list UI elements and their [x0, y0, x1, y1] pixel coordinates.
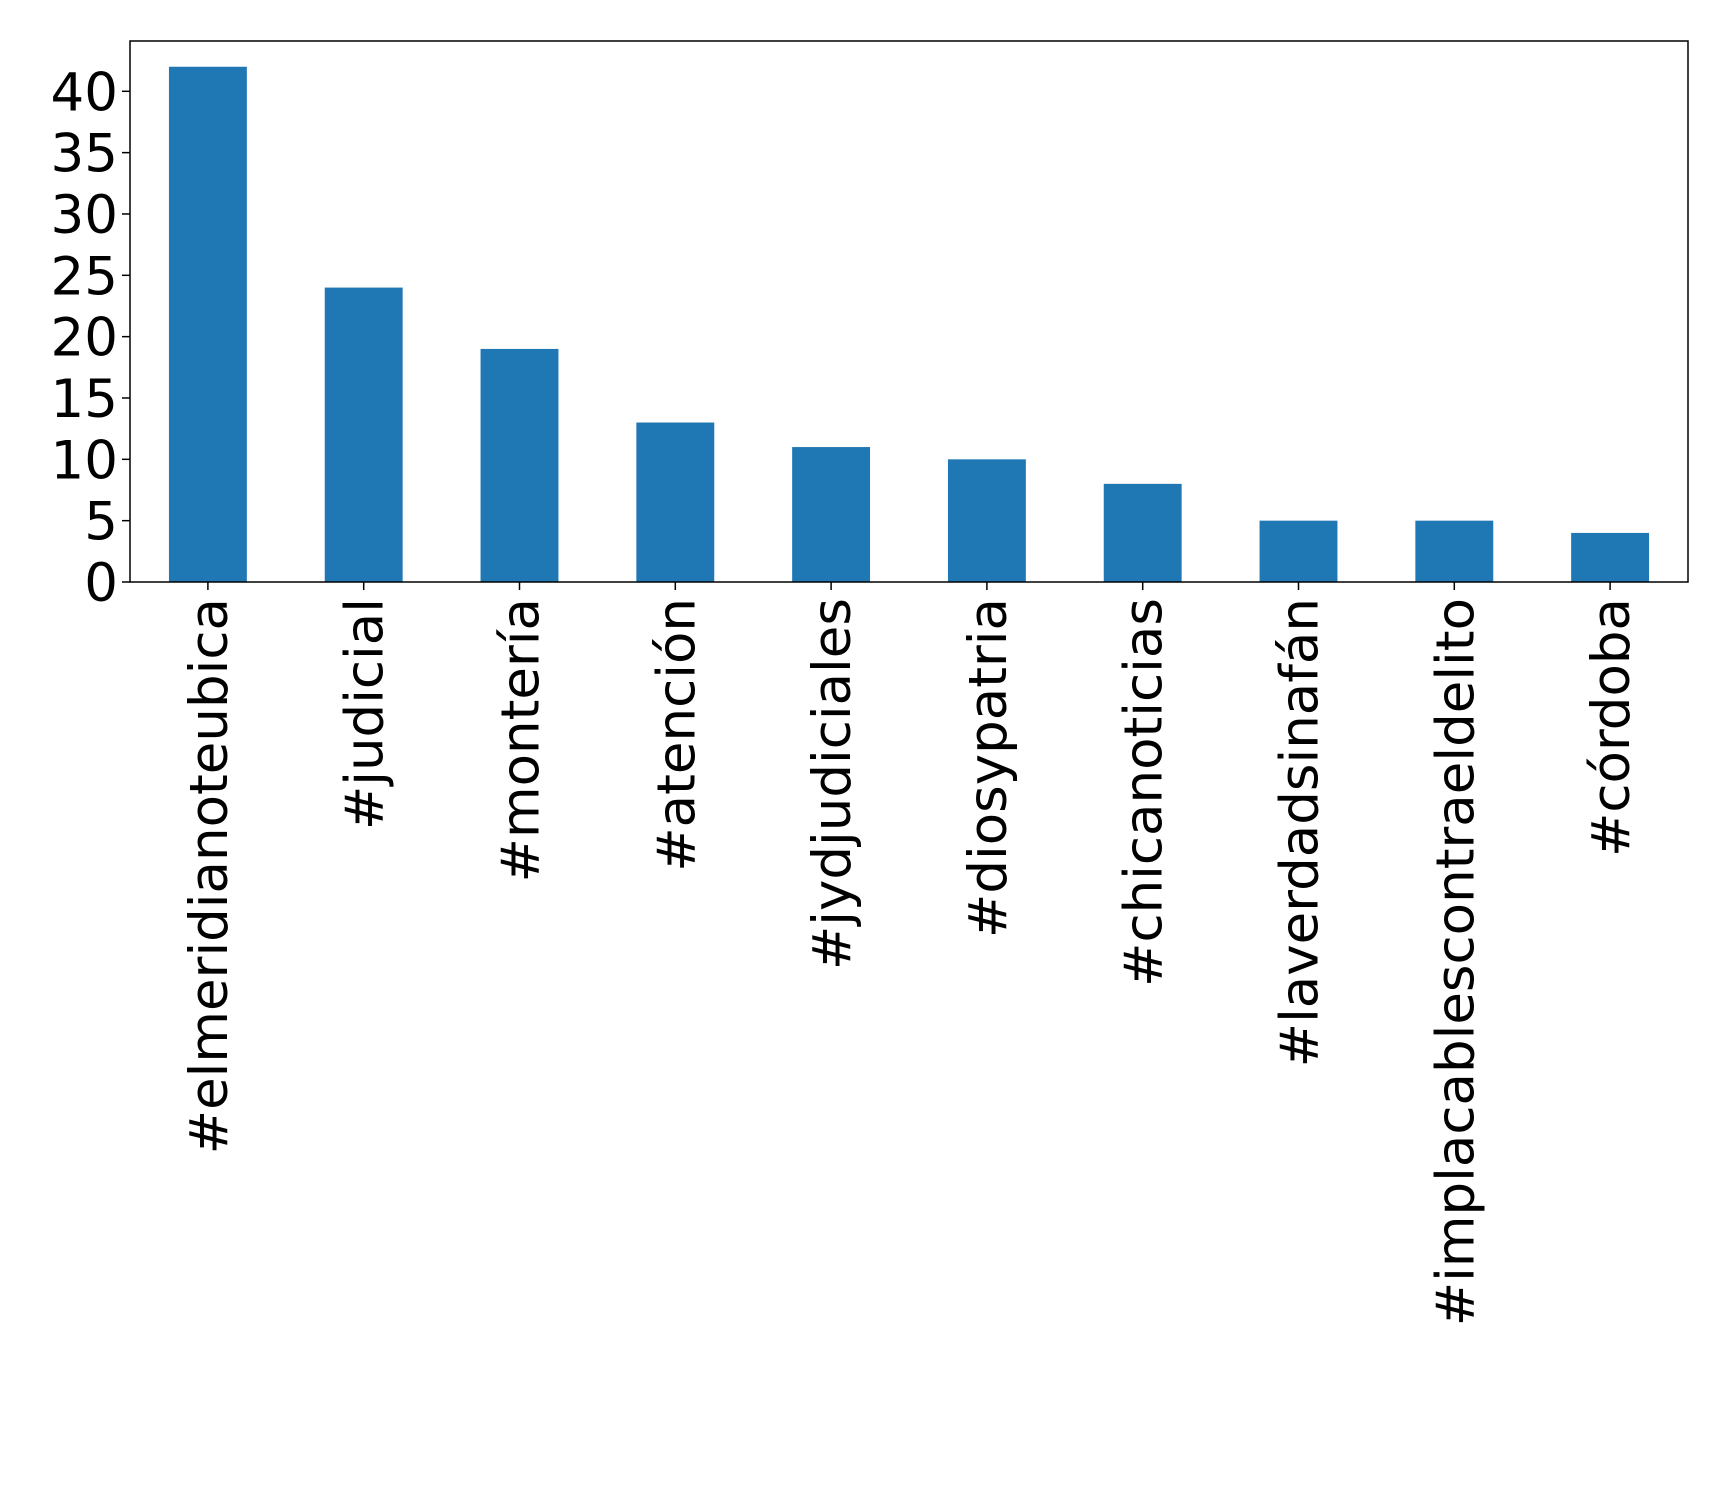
y-tick-label: 40 — [51, 62, 118, 123]
y-tick-label: 5 — [84, 492, 118, 553]
x-tick-label: #montería — [491, 598, 552, 882]
x-tick-label: #córdoba — [1581, 598, 1642, 857]
x-tick-label: #jydjudiciales — [802, 598, 863, 970]
y-tick-label: 35 — [51, 124, 118, 185]
y-tick-label: 25 — [51, 246, 118, 307]
bar — [1259, 520, 1338, 582]
bar — [636, 422, 715, 582]
bar — [168, 66, 247, 582]
bar — [792, 447, 871, 582]
x-tick-label: #elmeridianoteubica — [179, 598, 240, 1154]
y-tick-label: 20 — [51, 308, 118, 369]
x-tick-label: #atención — [646, 598, 707, 872]
x-tick-label: #implacablescontraeldelito — [1425, 598, 1486, 1326]
y-tick-label: 10 — [51, 430, 118, 491]
x-tick-label: #judicial — [335, 598, 396, 830]
bar — [324, 287, 403, 582]
plot-frame — [129, 40, 1689, 583]
x-tick-label: #chicanoticias — [1114, 598, 1175, 987]
x-tick-label: #diosypatria — [958, 598, 1019, 938]
bar — [1415, 520, 1494, 582]
bar — [947, 459, 1026, 582]
x-tick-label: #laverdadsinafán — [1270, 598, 1331, 1067]
bar — [480, 348, 559, 582]
y-tick-label: 0 — [84, 553, 118, 614]
y-tick-label: 30 — [51, 185, 118, 246]
y-tick-label: 15 — [51, 369, 118, 430]
bar — [1103, 483, 1182, 582]
bar — [1571, 532, 1650, 582]
